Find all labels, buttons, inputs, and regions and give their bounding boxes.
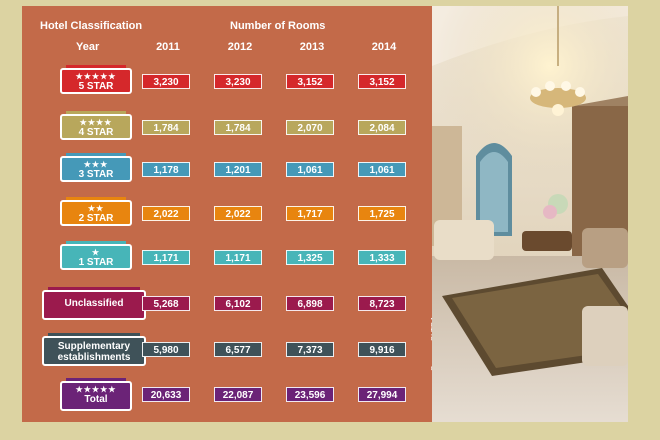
- value-cell: 1,717: [286, 206, 334, 221]
- star-rating-icon: ★★★★★: [75, 385, 117, 394]
- category-label: 5 STAR: [78, 81, 114, 92]
- year-header: Year: [76, 41, 100, 53]
- year-2011: 2011: [156, 41, 180, 53]
- star-rating-icon: ★★★★: [79, 118, 113, 127]
- category-label: Unclassified: [64, 298, 124, 309]
- hotel-classification-header: Hotel Classification: [40, 20, 143, 32]
- value-cell: 3,152: [286, 74, 334, 89]
- value-cell: 1,333: [358, 250, 406, 265]
- value-cell: 1,171: [214, 250, 262, 265]
- category-badge: ★★★★★ 5 STAR: [60, 65, 132, 94]
- category-label: 1 STAR: [78, 257, 114, 268]
- value-cell: 2,022: [142, 206, 190, 221]
- value-cell: 5,268: [142, 296, 190, 311]
- value-cell: 1,201: [214, 162, 262, 177]
- value-cell: 9,916: [358, 342, 406, 357]
- value-cell: 1,325: [286, 250, 334, 265]
- value-cell: 6,102: [214, 296, 262, 311]
- star-rating-icon: ★★: [87, 204, 105, 213]
- hotel-lobby-photo: [432, 6, 628, 422]
- value-cell: 1,061: [358, 162, 406, 177]
- star-rating-icon: ★★★: [83, 160, 109, 169]
- value-cell: 20,633: [142, 387, 190, 402]
- year-2012: 2012: [227, 41, 253, 53]
- rooms-table-panel: Hotel Classification Number of Rooms Yea…: [22, 6, 439, 422]
- value-cell: 2,022: [214, 206, 262, 221]
- category-badge: ★★★★★ Total: [60, 378, 132, 411]
- value-cell: 1,178: [142, 162, 190, 177]
- category-badge: ★★★ 3 STAR: [60, 153, 132, 182]
- value-cell: 2,084: [358, 120, 406, 135]
- value-cell: 1,784: [142, 120, 190, 135]
- year-2014: 2014: [371, 41, 397, 53]
- value-cell: 6,898: [286, 296, 334, 311]
- value-cell: 1,171: [142, 250, 190, 265]
- value-cell: 6,577: [214, 342, 262, 357]
- category-label: Supplementary establishments: [57, 341, 131, 363]
- number-of-rooms-header: Number of Rooms: [230, 20, 326, 32]
- value-cell: 1,784: [214, 120, 262, 135]
- value-cell: 8,723: [358, 296, 406, 311]
- value-cell: 1,725: [358, 206, 406, 221]
- category-label: 4 STAR: [78, 127, 114, 138]
- category-badge: Unclassified: [42, 287, 146, 320]
- star-rating-icon: ★★★★★: [75, 72, 117, 81]
- value-cell: 22,087: [214, 387, 262, 402]
- value-cell: 27,994: [358, 387, 406, 402]
- value-cell: 3,230: [214, 74, 262, 89]
- value-cell: 1,061: [286, 162, 334, 177]
- lobby-illustration: [432, 6, 628, 422]
- category-badge: ★★★★ 4 STAR: [60, 111, 132, 140]
- category-label: 3 STAR: [78, 169, 114, 180]
- value-cell: 7,373: [286, 342, 334, 357]
- value-cell: 3,152: [358, 74, 406, 89]
- category-badge: ★★ 2 STAR: [60, 197, 132, 226]
- year-2013: 2013: [299, 41, 325, 53]
- value-cell: 2,070: [286, 120, 334, 135]
- category-label: Total: [84, 394, 108, 405]
- value-cell: 5,980: [142, 342, 190, 357]
- value-cell: 3,230: [142, 74, 190, 89]
- star-rating-icon: ★: [91, 248, 101, 257]
- value-cell: 23,596: [286, 387, 334, 402]
- category-badge: ★ 1 STAR: [60, 241, 132, 270]
- category-label: 2 STAR: [78, 213, 114, 224]
- category-badge: Supplementary establishments: [42, 333, 146, 366]
